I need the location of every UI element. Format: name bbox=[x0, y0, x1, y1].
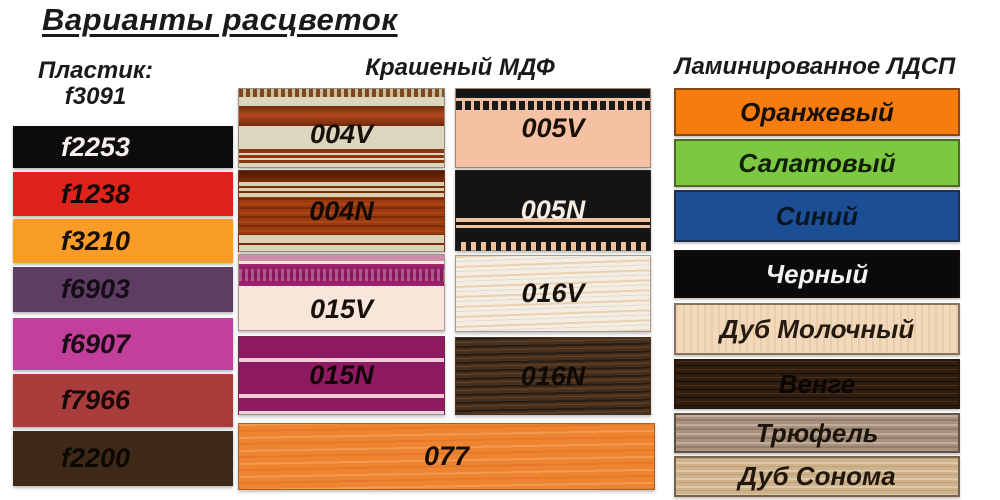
swatch-ldsp-wenge: Венге bbox=[674, 359, 960, 409]
plastic-header-line1: Пластик: bbox=[37, 57, 154, 84]
swatch-mdf-005n: 005N bbox=[455, 170, 651, 251]
swatch-plastic-f3210: f3210 bbox=[13, 219, 233, 263]
swatch-mdf-005v: 005V bbox=[455, 88, 651, 168]
swatch-label: 004V bbox=[309, 118, 374, 149]
swatch-ldsp-truffle: Трюфель bbox=[674, 413, 960, 453]
swatch-label: Черный bbox=[765, 258, 869, 289]
swatch-mdf-015v: 015V bbox=[238, 254, 445, 331]
swatch-label: Дуб Молочный bbox=[719, 313, 915, 344]
swatch-plastic-f1238: f1238 bbox=[13, 172, 233, 216]
mdf-column-header: Крашеный МДФ bbox=[365, 54, 555, 81]
swatch-label: 015V bbox=[309, 294, 374, 324]
swatch-plastic-f2253: f2253 bbox=[13, 126, 233, 168]
swatch-mdf-015n: 015N bbox=[238, 336, 445, 415]
swatch-label: 077 bbox=[423, 441, 470, 471]
swatch-plastic-f6903: f6903 bbox=[13, 267, 233, 312]
swatch-ldsp-blue: Синий bbox=[674, 190, 960, 242]
plastic-column-header: Пластик: f3091 bbox=[8, 58, 183, 110]
swatch-mdf-004v: 004V bbox=[238, 88, 445, 168]
swatch-ldsp-orange: Оранжевый bbox=[674, 88, 960, 136]
swatch-label: 016N bbox=[520, 360, 586, 391]
swatch-ldsp-black: Черный bbox=[674, 250, 960, 298]
swatch-ldsp-sonoma-oak: Дуб Сонома bbox=[674, 456, 960, 497]
swatch-label: Оранжевый bbox=[740, 96, 894, 127]
swatch-label: f6907 bbox=[60, 328, 131, 359]
page-title: Варианты расцветок bbox=[42, 2, 398, 37]
swatch-label: f2253 bbox=[60, 131, 131, 162]
swatch-label: f2200 bbox=[60, 443, 131, 473]
swatch-mdf-077: 077 bbox=[238, 423, 655, 490]
swatch-ldsp-milk-oak: Дуб Молочный bbox=[674, 303, 960, 355]
swatch-label: f7966 bbox=[60, 385, 131, 415]
swatch-label: 015N bbox=[309, 360, 374, 390]
swatch-label: Синий bbox=[775, 200, 859, 231]
swatch-label: f6903 bbox=[60, 274, 131, 304]
plastic-header-line2: f3091 bbox=[64, 82, 127, 110]
ldsp-column-header: Ламинированное ЛДСП bbox=[674, 53, 956, 80]
swatch-label: f1238 bbox=[60, 178, 131, 209]
swatch-plastic-f6907: f6907 bbox=[13, 318, 233, 370]
swatch-mdf-004n: 004N bbox=[238, 170, 445, 252]
swatch-label: Дуб Сонома bbox=[738, 461, 896, 491]
swatch-plastic-f7966: f7966 bbox=[13, 374, 233, 427]
swatch-label: Трюфель bbox=[755, 417, 879, 448]
swatch-plastic-f2200: f2200 bbox=[13, 431, 233, 486]
swatch-label: Салатовый bbox=[738, 147, 896, 178]
swatch-label: f3210 bbox=[60, 225, 131, 256]
swatch-mdf-016v: 016V bbox=[455, 255, 651, 332]
swatch-label: 016V bbox=[521, 278, 585, 308]
swatch-label: 004N bbox=[309, 195, 374, 226]
swatch-label: Венге bbox=[778, 368, 856, 399]
swatch-label: 005N bbox=[520, 195, 586, 225]
swatch-mdf-016n: 016N bbox=[455, 337, 651, 415]
swatch-ldsp-lightgreen: Салатовый bbox=[674, 139, 960, 187]
swatch-label: 005V bbox=[521, 112, 585, 143]
